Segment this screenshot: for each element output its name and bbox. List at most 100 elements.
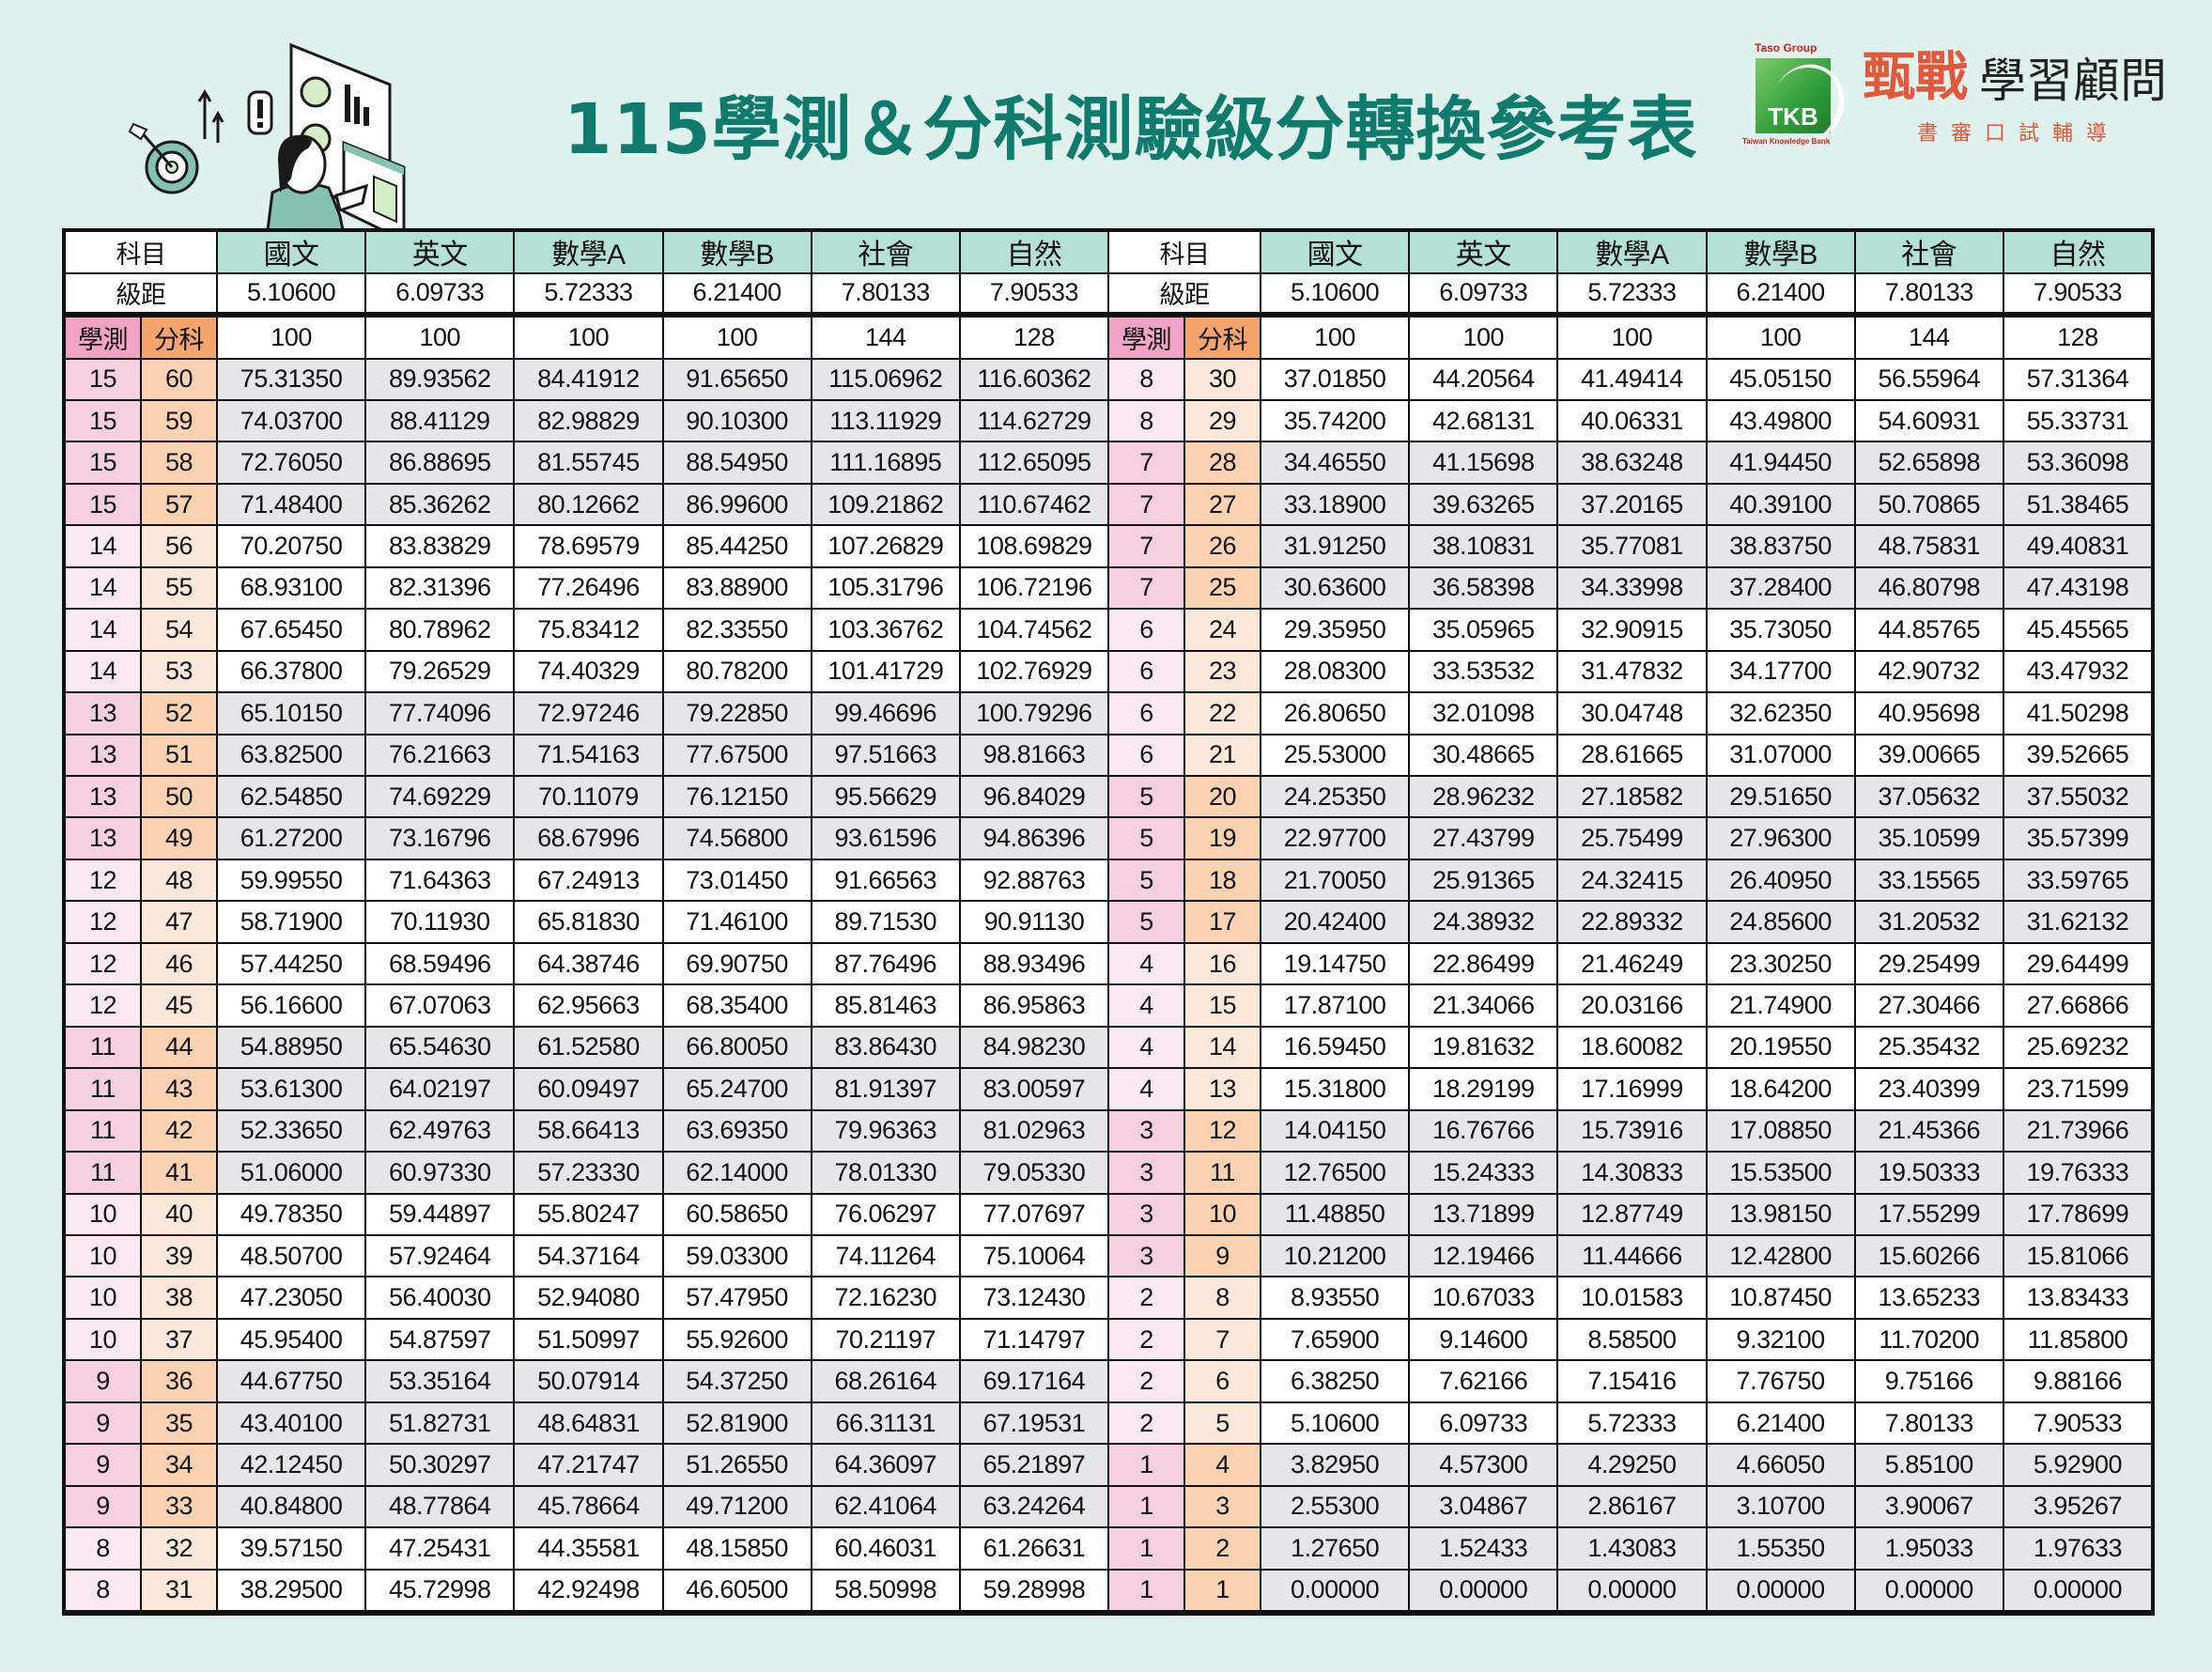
- score-cell: 8.58500: [1558, 1319, 1708, 1362]
- score-cell: 49.71200: [663, 1486, 812, 1529]
- table-row: 3 10 11.48850 13.71899 12.87749 13.98150 17.55…: [1109, 1194, 2152, 1237]
- table-row: 2 7 7.65900 9.14600 8.58500 9.32100 11.70200 11…: [1109, 1319, 2152, 1362]
- score-cell: 28.96232: [1410, 777, 1559, 819]
- table-left-half: 科目 國文 英文 數學A 數學B 社會 自然 級距 5.10600 6.09733 5.72333 6…: [66, 232, 1108, 1613]
- score-cell: 64.02197: [366, 1069, 516, 1111]
- score-cell: 71.48400: [218, 484, 367, 527]
- score-cell: 40.06331: [1558, 400, 1708, 443]
- subject-header: 數學B: [1707, 232, 1856, 274]
- score-cell: 21.70050: [1261, 859, 1411, 903]
- score-cell: 10.01583: [1558, 1277, 1708, 1320]
- score-cell: 34.46550: [1261, 442, 1411, 485]
- score-cell: 84.41912: [515, 359, 664, 401]
- score-cell: 17.16999: [1558, 1069, 1708, 1111]
- score-cell: 60.97330: [366, 1153, 516, 1195]
- score-cell: 3.10700: [1707, 1486, 1856, 1529]
- score-cell: 41.49414: [1558, 359, 1708, 401]
- fenke-level: 15: [1185, 985, 1261, 1028]
- score-cell: 9.88166: [2003, 1361, 2152, 1403]
- xuece-level: 4: [1109, 943, 1185, 986]
- score-cell: 57.44250: [218, 943, 367, 986]
- score-cell: 48.64831: [515, 1402, 664, 1446]
- score-cell: 51.26550: [663, 1445, 812, 1487]
- score-cell: 27.96300: [1707, 818, 1856, 860]
- xuece-level: 1: [1109, 1445, 1185, 1487]
- fenke-level: 45: [142, 985, 218, 1028]
- tkb-logo-icon: TKB: [1756, 54, 1856, 153]
- score-cell: 74.56800: [663, 818, 812, 860]
- score-cell: 82.31396: [366, 567, 516, 611]
- score-cell: 19.14750: [1261, 943, 1411, 986]
- full-score-row: 學測 分科 100 100 100 100 144 128: [66, 317, 1108, 360]
- score-cell: 78.69579: [515, 526, 664, 568]
- score-cell: 52.33650: [218, 1110, 367, 1153]
- score-cell: 4.66050: [1707, 1445, 1856, 1487]
- score-cell: 33.59765: [2003, 859, 2152, 903]
- score-cell: 40.39100: [1707, 484, 1856, 527]
- score-cell: 12.42800: [1707, 1236, 1856, 1278]
- score-cell: 51.06000: [218, 1153, 367, 1195]
- xuece-level: 5: [1109, 818, 1185, 860]
- interval-value: 7.80133: [1855, 273, 2004, 317]
- score-cell: 89.71530: [812, 902, 961, 944]
- score-cell: 49.40831: [2003, 526, 2152, 568]
- score-cell: 11.48850: [1261, 1194, 1411, 1237]
- score-cell: 72.16230: [812, 1277, 961, 1320]
- score-cell: 47.21747: [515, 1445, 664, 1487]
- score-cell: 88.93496: [960, 943, 1108, 986]
- score-cell: 54.87597: [366, 1319, 516, 1362]
- table-row: 5 19 22.97700 27.43799 25.75499 27.96300 35.10…: [1109, 818, 2152, 860]
- score-cell: 42.90732: [1855, 651, 2004, 694]
- score-cell: 66.37800: [218, 651, 367, 694]
- interval-label: 級距: [1109, 273, 1261, 317]
- subject-header: 英文: [366, 232, 516, 274]
- score-cell: 1.97633: [2003, 1528, 2152, 1571]
- score-cell: 1.27650: [1261, 1528, 1411, 1571]
- fenke-level: 18: [1185, 859, 1261, 903]
- score-cell: 76.12150: [663, 777, 812, 819]
- xuece-level: 7: [1109, 484, 1185, 527]
- xuece-level: 13: [66, 777, 142, 819]
- table-row: 9 35 43.40100 51.82731 48.64831 52.81900 66.31…: [66, 1402, 1108, 1446]
- score-cell: 25.75499: [1558, 818, 1708, 860]
- score-cell: 16.59450: [1261, 1027, 1411, 1070]
- score-cell: 91.65650: [663, 359, 812, 401]
- xuece-level: 14: [66, 610, 142, 652]
- xuece-level: 3: [1109, 1236, 1185, 1278]
- table-row: 1 4 3.82950 4.57300 4.29250 4.66050 5.85100 5.9…: [1109, 1445, 2152, 1487]
- score-cell: 3.95267: [2003, 1486, 2152, 1529]
- score-cell: 40.95698: [1855, 693, 2004, 735]
- score-cell: 0.00000: [1558, 1570, 1708, 1613]
- interval-value: 6.21400: [1707, 273, 1856, 317]
- fenke-level: 39: [142, 1236, 218, 1278]
- score-cell: 31.91250: [1261, 526, 1411, 568]
- score-cell: 37.28400: [1707, 567, 1856, 611]
- fenke-level: 42: [142, 1110, 218, 1153]
- score-cell: 41.50298: [2003, 693, 2152, 735]
- fenke-level: 10: [1185, 1194, 1261, 1237]
- score-cell: 24.32415: [1558, 859, 1708, 903]
- xuece-level: 14: [66, 651, 142, 694]
- table-row: 12 45 56.16600 67.07063 62.95663 68.35400 85.8…: [66, 985, 1108, 1028]
- fenke-level: 20: [1185, 777, 1261, 819]
- table-row: 3 9 10.21200 12.19466 11.44666 12.42800 15.602…: [1109, 1236, 2152, 1278]
- score-cell: 99.46696: [812, 693, 961, 735]
- score-cell: 6.09733: [1410, 1402, 1559, 1446]
- score-cell: 27.18582: [1558, 777, 1708, 819]
- xuece-level: 6: [1109, 610, 1185, 652]
- score-cell: 81.55745: [515, 442, 664, 485]
- fenke-level: 52: [142, 693, 218, 735]
- score-cell: 1.43083: [1558, 1528, 1708, 1571]
- score-cell: 67.07063: [366, 985, 516, 1028]
- table-row: 3 11 12.76500 15.24333 14.30833 15.53500 19.50…: [1109, 1153, 2152, 1195]
- score-cell: 71.14797: [960, 1319, 1108, 1362]
- fenke-level: 26: [1185, 526, 1261, 568]
- xuece-level: 14: [66, 526, 142, 568]
- table-row: 11 42 52.33650 62.49763 58.66413 63.69350 79.9…: [66, 1110, 1108, 1153]
- fenke-level: 33: [142, 1486, 218, 1529]
- score-cell: 97.51663: [812, 735, 961, 778]
- fenke-level: 14: [1185, 1027, 1261, 1070]
- score-cell: 31.62132: [2003, 902, 2152, 944]
- score-cell: 10.67033: [1410, 1277, 1559, 1320]
- score-cell: 31.20532: [1855, 902, 2004, 944]
